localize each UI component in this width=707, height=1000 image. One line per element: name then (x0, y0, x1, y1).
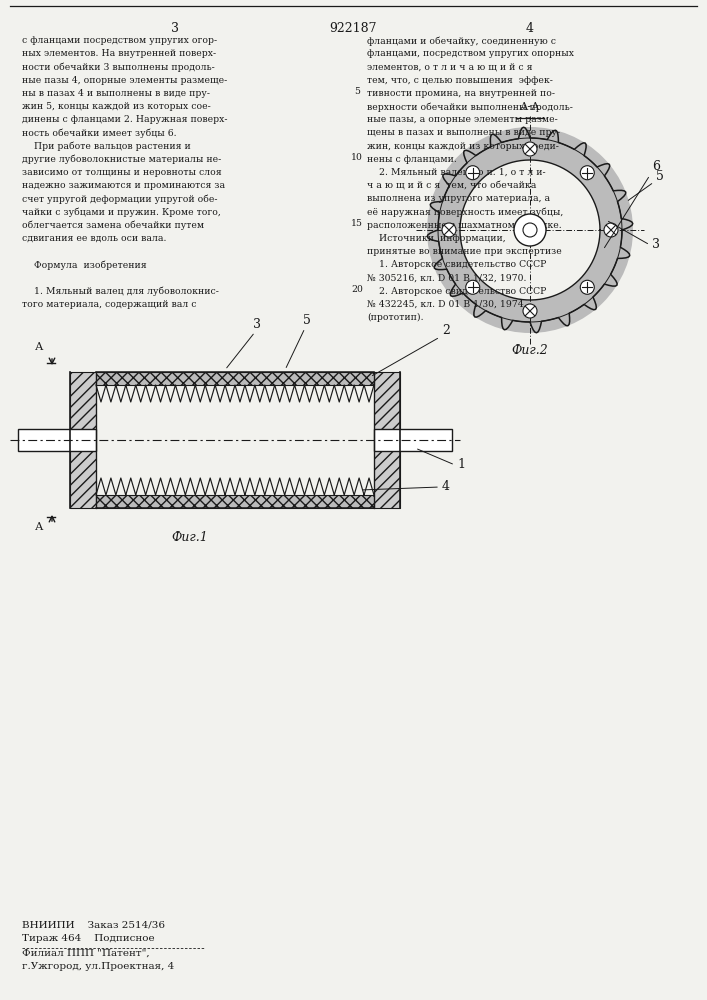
Text: тивности промина, на внутренней по-: тивности промина, на внутренней по- (367, 89, 555, 98)
Text: 5: 5 (656, 170, 664, 183)
Text: 1: 1 (457, 458, 465, 471)
Text: Филиал ППП "Патент",: Филиал ППП "Патент", (22, 949, 150, 958)
Text: облегчается замена обечайки путем: облегчается замена обечайки путем (22, 221, 204, 230)
Circle shape (466, 280, 480, 294)
Circle shape (523, 223, 537, 237)
Text: щены в пазах и выполнены в виде пру-: щены в пазах и выполнены в виде пру- (367, 128, 560, 137)
Text: 2. Мяльный валец по п. 1, о т л и-: 2. Мяльный валец по п. 1, о т л и- (367, 168, 546, 177)
Text: ных элементов. На внутренней поверх-: ных элементов. На внутренней поверх- (22, 49, 216, 58)
Circle shape (427, 127, 633, 333)
Circle shape (580, 280, 595, 294)
Text: зависимо от толщины и неровноты слоя: зависимо от толщины и неровноты слоя (22, 168, 221, 177)
Circle shape (523, 304, 537, 318)
Text: ность обечайки имеет зубцы 6.: ность обечайки имеет зубцы 6. (22, 128, 177, 138)
Circle shape (523, 142, 537, 156)
Text: динены с фланцами 2. Наружная поверх-: динены с фланцами 2. Наружная поверх- (22, 115, 228, 124)
Text: ности обечайки 3 выполнены продоль-: ности обечайки 3 выполнены продоль- (22, 62, 215, 72)
Text: 4: 4 (526, 22, 534, 35)
Text: тем, что, с целью повышения  эффек-: тем, что, с целью повышения эффек- (367, 76, 553, 85)
Text: 1. Мяльный валец для лубоволокнис-: 1. Мяльный валец для лубоволокнис- (22, 287, 219, 296)
Text: сдвигания ее вдоль оси вала.: сдвигания ее вдоль оси вала. (22, 234, 167, 243)
Text: г.Ужгород, ул.Проектная, 4: г.Ужгород, ул.Проектная, 4 (22, 962, 174, 971)
Text: принятые во внимание при экспертизе: принятые во внимание при экспертизе (367, 247, 562, 256)
Circle shape (604, 223, 618, 237)
Circle shape (466, 166, 480, 180)
Text: 2: 2 (442, 324, 450, 337)
Text: с фланцами посредством упругих огор-: с фланцами посредством упругих огор- (22, 36, 217, 45)
Bar (18, 429, 96, 451)
Bar (96, 495, 374, 508)
Text: 15: 15 (351, 219, 363, 228)
Text: того материала, содержащий вал с: того материала, содержащий вал с (22, 300, 197, 309)
Text: Фиг.1: Фиг.1 (172, 531, 209, 544)
Bar (374, 429, 452, 451)
Text: Формула  изобретения: Формула изобретения (22, 260, 146, 270)
Text: 10: 10 (351, 153, 363, 162)
Text: надежно зажимаются и проминаются за: надежно зажимаются и проминаются за (22, 181, 225, 190)
Text: 3: 3 (171, 22, 179, 35)
Text: А: А (35, 342, 43, 352)
Text: жин 5, концы каждой из которых сое-: жин 5, концы каждой из которых сое- (22, 102, 211, 111)
Circle shape (580, 166, 595, 180)
Text: 3: 3 (652, 238, 660, 251)
Text: 5: 5 (354, 87, 360, 96)
Text: её наружная поверхность имеет зубцы,: её наружная поверхность имеет зубцы, (367, 208, 563, 217)
Text: 4: 4 (442, 480, 450, 493)
Text: 3: 3 (253, 318, 261, 331)
Text: 5: 5 (303, 314, 311, 327)
Text: нены с фланцами.: нены с фланцами. (367, 155, 457, 164)
Text: верхности обечайки выполнены продоль-: верхности обечайки выполнены продоль- (367, 102, 573, 111)
Text: № 305216, кл. D 01 B 1/32, 1970.: № 305216, кл. D 01 B 1/32, 1970. (367, 274, 527, 283)
Bar (374, 372, 400, 508)
Text: 1. Авторское свидетельство СССР: 1. Авторское свидетельство СССР (367, 260, 547, 269)
Circle shape (460, 160, 600, 300)
Circle shape (514, 214, 546, 246)
Text: (прототип).: (прототип). (367, 313, 423, 322)
Text: ны в пазах 4 и выполнены в виде пру-: ны в пазах 4 и выполнены в виде пру- (22, 89, 210, 98)
Text: А: А (35, 522, 43, 532)
Text: ВНИИПИ    Заказ 2514/36: ВНИИПИ Заказ 2514/36 (22, 921, 165, 930)
Text: выполнена из упругого материала, а: выполнена из упругого материала, а (367, 194, 550, 203)
Text: счет упругой деформации упругой обе-: счет упругой деформации упругой обе- (22, 194, 218, 204)
Text: фланцами и обечайку, соединенную с: фланцами и обечайку, соединенную с (367, 36, 556, 45)
Text: жин, концы каждой из которых соеди-: жин, концы каждой из которых соеди- (367, 142, 559, 151)
Text: 922187: 922187 (329, 22, 377, 35)
Text: При работе вальцов растения и: При работе вальцов растения и (22, 142, 191, 151)
Circle shape (442, 223, 456, 237)
Bar (96, 372, 374, 385)
Text: Тираж 464    Подписное: Тираж 464 Подписное (22, 934, 155, 943)
Text: ные пазы, а опорные элементы разме-: ные пазы, а опорные элементы разме- (367, 115, 558, 124)
Text: ч а ю щ и й с я  тем, что обечайка: ч а ю щ и й с я тем, что обечайка (367, 181, 537, 190)
Text: № 432245, кл. D 01 B 1/30, 1974: № 432245, кл. D 01 B 1/30, 1974 (367, 300, 524, 309)
Bar (70, 372, 96, 508)
Text: фланцами, посредством упругих опорных: фланцами, посредством упругих опорных (367, 49, 574, 58)
Text: элементов, о т л и ч а ю щ и й с я: элементов, о т л и ч а ю щ и й с я (367, 62, 532, 71)
Text: 2. Авторское свидетельство СССР: 2. Авторское свидетельство СССР (367, 287, 547, 296)
Text: расположенные в шахматном порядке.: расположенные в шахматном порядке. (367, 221, 562, 230)
Text: чайки с зубцами и пружин. Кроме того,: чайки с зубцами и пружин. Кроме того, (22, 208, 221, 217)
Text: Источники  информации,: Источники информации, (367, 234, 506, 243)
Text: 6: 6 (652, 160, 660, 173)
Text: 20: 20 (351, 285, 363, 294)
Text: ные пазы 4, опорные элементы размеще-: ные пазы 4, опорные элементы размеще- (22, 76, 227, 85)
Text: А-А: А-А (520, 102, 540, 112)
Text: другие лубоволокнистые материалы не-: другие лубоволокнистые материалы не- (22, 155, 221, 164)
Text: Фиг.2: Фиг.2 (512, 344, 549, 357)
